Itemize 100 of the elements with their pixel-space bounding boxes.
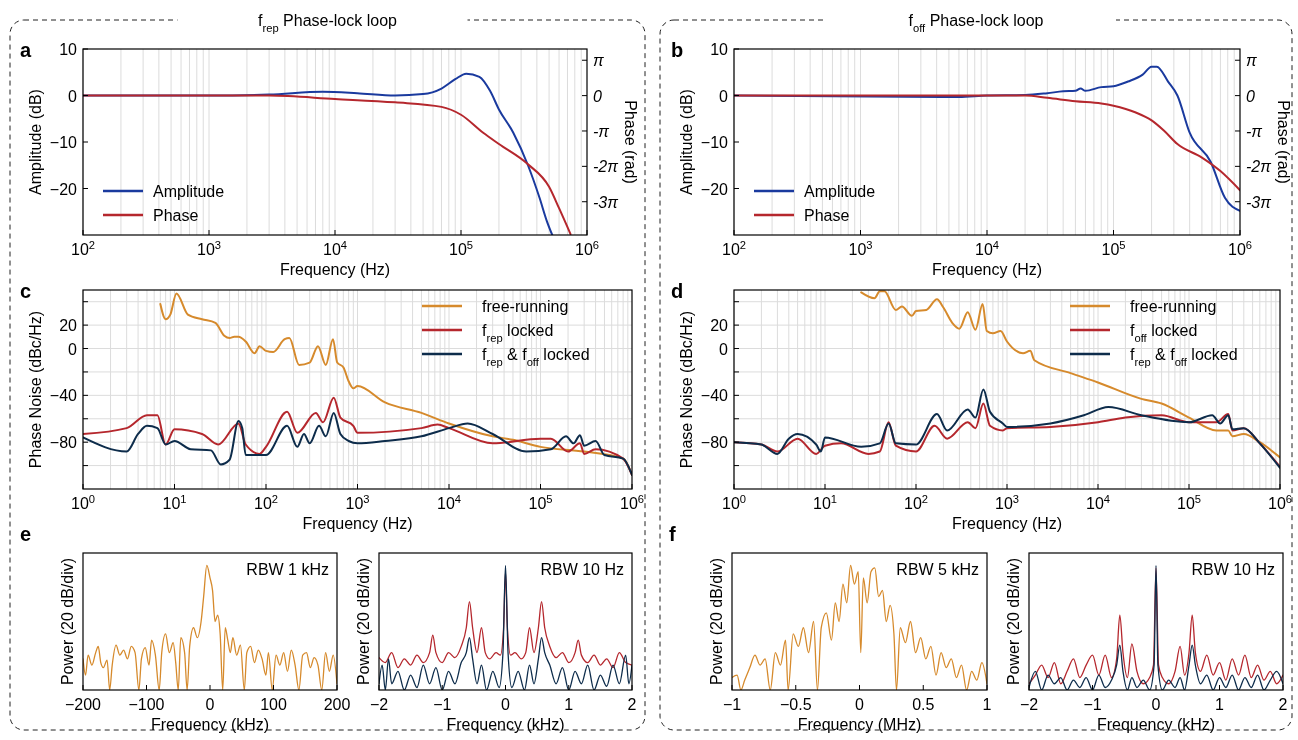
y-tick-label: −10 [49,134,78,151]
y-axis-title: Phase Noise (dBc/Hz) [678,310,695,469]
y-tick-label: −20 [700,180,729,198]
legend-label: f$_{off}$ locked [1130,322,1198,344]
legend-label: free-running [1130,298,1217,315]
legend-label: f$_{rep}$ & f$_{off}$ locked [1130,346,1238,368]
y-tick-label: 10 [710,41,729,58]
y-tick-label: −20 [49,180,78,198]
x-tick-label: 10$^{2}$ [903,493,929,512]
x-tick-label: 10$^{5}$ [1176,493,1202,512]
x-axis-title: Frequency (kHz) [1096,716,1216,733]
annotation: RBW 1 kHz [246,561,329,578]
chart-title: d [671,280,684,302]
x-axis-title: Frequency (kHz) [150,716,270,733]
y-tick-label: −40 [49,387,78,405]
annotation: RBW 10 Hz [540,561,624,578]
x-tick-label: 10$^{4}$ [322,239,348,258]
x-axis-title: Frequency (Hz) [279,261,391,278]
y-tick-label: 0 [68,87,78,105]
x-tick-label: 10$^{4}$ [974,239,1000,258]
x-tick-label: 1 [982,696,992,713]
y-tick-label: −80 [49,434,78,452]
y2-tick-label: -2π [593,158,619,176]
legend-label: Amplitude [804,183,876,200]
y2-tick-label: -π [1246,122,1263,140]
x-tick-label: −1 [722,696,742,713]
annotation: RBW 10 Hz [1191,561,1275,578]
x-tick-label: 10$^{4}$ [1085,493,1111,512]
x-tick-label: 10$^{5}$ [528,493,553,512]
x-tick-label: 10$^{2}$ [721,239,747,258]
y-axis-title: Power (20 dB/div) [708,557,725,686]
legend-label: f$_{rep}$ locked [482,322,554,344]
x-tick-label: 0 [205,696,215,713]
y2-axis-title: Phase (rad) [1275,100,1292,184]
chart-title: b [671,39,684,61]
chart-title: a [20,39,32,61]
x-tick-label: 10$^{6}$ [619,493,645,512]
x-tick-label: 10$^{3}$ [848,239,873,258]
y-tick-label: 20 [710,317,729,335]
y2-axis-title: Phase (rad) [622,100,639,184]
x-tick-label: 10$^{2}$ [253,493,279,512]
legend-label: Amplitude [153,183,225,200]
x-tick-label: 10$^{4}$ [436,493,462,512]
legend-label: f$_{rep}$ & f$_{off}$ locked [482,346,590,368]
x-tick-label: 10$^{6}$ [1267,493,1293,512]
y-tick-label: −10 [700,134,729,151]
y-tick-label: 0 [719,340,729,358]
y-tick-label: 0 [719,87,729,105]
x-tick-label: 10$^{1}$ [812,493,838,512]
y2-tick-label: -3π [593,193,619,211]
text: f$_{off}$ Phase-lock loop [908,12,1044,34]
x-tick-label: 10$^{3}$ [345,493,370,512]
x-tick-label: 2 [627,696,637,713]
x-tick-label: 10$^{0}$ [70,493,96,512]
y-axis-title: Power (20 dB/div) [1005,557,1022,686]
x-tick-label: 10$^{5}$ [1101,239,1126,258]
y-tick-label: 10 [59,41,78,58]
x-tick-label: 2 [1278,696,1288,713]
x-tick-label: 100 [260,696,287,713]
x-tick-label: −0.5 [779,696,812,713]
x-tick-label: −200 [64,696,102,713]
y2-tick-label: -3π [1246,193,1272,211]
chart-title: f [669,523,676,545]
x-tick-label: 10$^{6}$ [574,239,600,258]
x-tick-label: 10$^{5}$ [448,239,474,258]
x-tick-label: 10$^{3}$ [196,239,222,258]
x-tick-label: −100 [128,696,165,713]
y-tick-label: −40 [700,387,729,405]
y2-tick-label: π [593,52,604,70]
x-tick-label: 0.5 [912,696,935,713]
text: f$_{rep}$ Phase-lock loop [258,12,398,34]
x-tick-label: −2 [1019,696,1039,713]
x-tick-label: 1 [1215,696,1225,713]
x-tick-label: 10$^{3}$ [994,493,1020,512]
x-tick-label: 0 [855,696,865,713]
y2-tick-label: -π [593,122,610,140]
annotation: RBW 5 kHz [896,561,979,578]
chart-title: c [20,280,32,302]
chart-title: e [20,523,32,545]
x-tick-label: 1 [564,696,574,713]
y-tick-label: 0 [68,340,78,358]
y-tick-label: −80 [700,434,729,452]
y-axis-title: Amplitude (dB) [27,89,44,195]
x-tick-label: 0 [501,696,511,713]
y2-tick-label: π [1246,52,1257,70]
legend-label: Phase [153,207,199,224]
x-tick-label: 200 [323,696,351,713]
x-tick-label: 10$^{0}$ [721,493,747,512]
y-axis-title: Power (20 dB/div) [355,557,372,686]
x-tick-label: 0 [1151,696,1161,713]
y-axis-title: Amplitude (dB) [678,89,695,195]
x-axis-title: Frequency (Hz) [931,261,1043,278]
legend-label: Phase [804,207,850,224]
x-tick-label: 10$^{1}$ [162,493,187,512]
x-axis-title: Frequency (kHz) [446,716,565,733]
y2-tick-label: -2π [1246,158,1272,176]
x-axis-title: Frequency (MHz) [797,716,922,733]
x-tick-label: −2 [369,696,389,713]
x-axis-title: Frequency (Hz) [951,515,1063,532]
y-axis-title: Phase Noise (dBc/Hz) [27,310,44,469]
